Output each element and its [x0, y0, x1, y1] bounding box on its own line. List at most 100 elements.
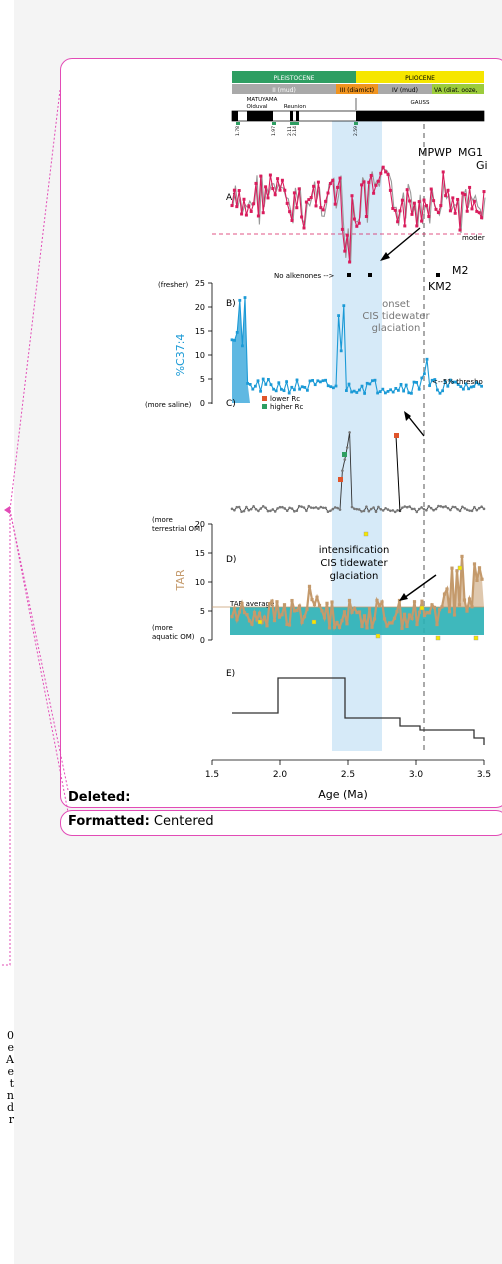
panel-a-point: [314, 204, 318, 208]
panel-c-point: [365, 505, 368, 509]
panel-d-point: [452, 613, 457, 617]
panel-b-point: [345, 389, 348, 392]
panel-a-point: [388, 188, 392, 192]
panel-c-point: [293, 510, 296, 513]
panel-c-point: [439, 505, 443, 508]
panel-b-point: [477, 382, 481, 386]
panel-a-point: [319, 206, 323, 210]
panel-b-ytick: 5: [200, 375, 205, 384]
panel-b-point: [358, 388, 361, 392]
panel-c-lower-rc: [394, 433, 399, 438]
panel-a-arrow: [383, 227, 421, 259]
panel-a-point: [285, 201, 289, 205]
panel-b-point: [241, 344, 244, 348]
panel-a-point: [362, 180, 366, 184]
panel-c-point: [437, 504, 440, 508]
panel-d-tar-series: [230, 531, 484, 641]
panel-b-point: [308, 379, 312, 383]
panel-a-point: [412, 201, 416, 205]
panel-c-point: [470, 509, 474, 513]
panel-d-point: [417, 610, 422, 614]
panel-a-point: [295, 206, 299, 210]
panel-a-point: [424, 204, 428, 208]
panel-d-point: [435, 622, 439, 627]
panel-d-point: [362, 614, 367, 618]
panel-c-point: [336, 506, 339, 510]
panel-d-point: [240, 601, 244, 605]
panel-b-point: [295, 378, 299, 382]
panel-c-point: [369, 507, 373, 511]
panel-d-point: [442, 592, 447, 596]
panel-d-arrow: [403, 574, 437, 599]
panel-c-point: [473, 505, 476, 509]
panel-d-point: [310, 597, 314, 602]
no-alkenone-marker: [436, 273, 440, 277]
panel-d-point: [380, 600, 384, 604]
panel-c-point: [242, 509, 246, 513]
panel-d-yellow-marker: [257, 619, 263, 625]
panel-d-point: [235, 618, 239, 622]
panel-a-point: [396, 220, 400, 224]
formatted-value: Centered: [153, 814, 214, 829]
panel-d-point: [252, 610, 257, 615]
panel-b-point: [433, 378, 437, 381]
panel-c-point: [362, 509, 366, 513]
panel-c-point: [477, 506, 481, 510]
panel-c-point: [324, 506, 327, 510]
panel-b-point: [428, 384, 431, 387]
deleted-comment-balloon[interactable]: [60, 58, 502, 808]
panel-b-point: [462, 387, 465, 391]
formatted-label: Formatted: Centered: [68, 814, 214, 829]
panel-b-point: [425, 357, 429, 361]
panel-c-point: [434, 507, 438, 511]
panel-c-point: [355, 507, 359, 511]
panel-b-point: [430, 378, 434, 382]
chron-age-5: 2.59: [353, 126, 359, 136]
panel-c-point: [415, 510, 419, 514]
panel-a-point: [381, 165, 385, 169]
panel-a-point: [283, 188, 287, 192]
formatted-comment-balloon[interactable]: [60, 810, 502, 836]
unit-ii-label: II (mud): [272, 87, 296, 94]
panel-d-point: [340, 619, 344, 623]
panel-c-point: [357, 508, 361, 511]
panel-b-point: [306, 388, 309, 392]
panel-c-point: [429, 506, 433, 510]
panel-d-yellow-marker: [457, 565, 463, 571]
panel-c-point: [300, 505, 303, 508]
panel-a-point: [463, 193, 467, 197]
panel-a-point: [338, 176, 342, 180]
panel-a-point: [465, 209, 469, 213]
panel-d-point: [247, 619, 252, 623]
panel-d-point: [272, 618, 277, 623]
panel-c-point: [374, 510, 378, 514]
panel-b-point: [464, 382, 468, 386]
panel-d-yaxis: 20 15 10 5 0: [195, 520, 212, 645]
panel-d-point: [345, 622, 349, 626]
panel-d-point: [475, 578, 479, 583]
panel-b-point: [316, 379, 320, 383]
panel-c-point: [235, 505, 239, 509]
panel-c-lower-rc: [338, 477, 343, 482]
panel-d-point: [420, 599, 424, 603]
panel-d-point: [280, 613, 284, 617]
panel-c-point: [391, 509, 395, 512]
panel-b-ytick: 0: [200, 399, 205, 408]
panel-d-point: [477, 566, 482, 570]
panel-b-point: [443, 379, 447, 383]
panel-c-point: [249, 507, 253, 511]
panel-d-point: [285, 622, 289, 627]
panel-d-point: [405, 624, 409, 629]
panel-a-point: [403, 224, 407, 228]
panel-a-point: [292, 191, 296, 195]
panel-c-point: [350, 505, 354, 509]
panel-d-point: [432, 605, 437, 610]
pliocene-bar: [356, 71, 484, 83]
panel-a-point: [376, 179, 380, 183]
unit-iv-label: IV (mud): [392, 87, 418, 94]
panel-b-point: [243, 296, 247, 299]
panel-c-point: [237, 505, 241, 509]
panel-c-point: [384, 506, 387, 510]
panel-d-point: [357, 610, 362, 614]
panel-c-point: [285, 509, 289, 512]
